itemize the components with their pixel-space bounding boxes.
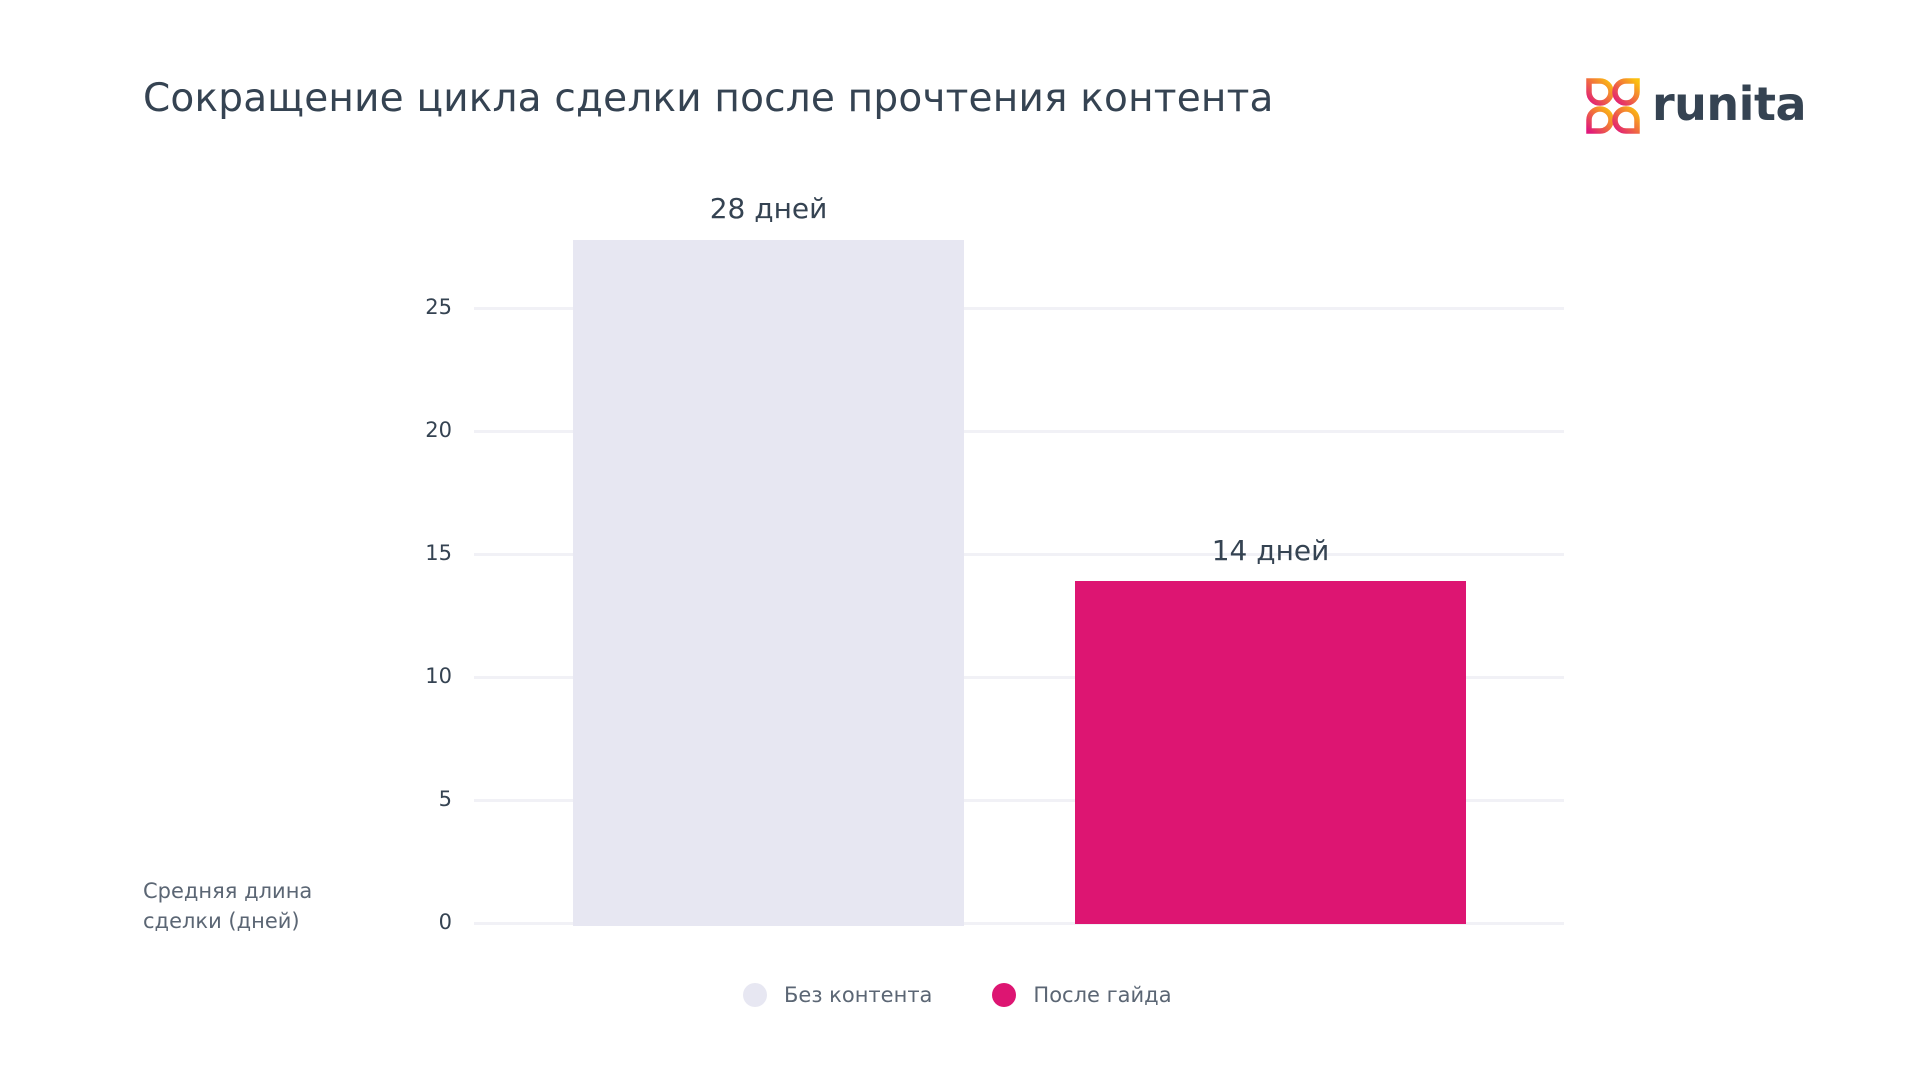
- legend-label: После гайда: [1033, 983, 1172, 1007]
- runita-logo: runita: [1586, 78, 1806, 134]
- gridline-0: [474, 922, 1564, 925]
- logo-wordmark: runita: [1652, 77, 1806, 131]
- bar-after-guide[interactable]: [1075, 581, 1466, 924]
- legend: Без контента После гайда: [743, 983, 1216, 1007]
- bar-without-content[interactable]: [573, 240, 964, 926]
- legend-label: Без контента: [784, 983, 933, 1007]
- y-tick-5: 5: [438, 787, 452, 811]
- y-tick-25: 25: [425, 295, 452, 319]
- gridline-25: [474, 307, 1564, 310]
- y-tick-10: 10: [425, 664, 452, 688]
- legend-item-after-guide[interactable]: После гайда: [992, 983, 1172, 1007]
- y-axis-title: Средняя длина сделки (дней): [143, 876, 312, 936]
- y-tick-20: 20: [425, 418, 452, 442]
- legend-item-without-content[interactable]: Без контента: [743, 983, 932, 1007]
- legend-dot-icon: [743, 983, 767, 1007]
- y-axis-title-line1: Средняя длина: [143, 879, 313, 903]
- y-tick-0: 0: [438, 910, 452, 934]
- y-axis-title-line2: сделки (дней): [143, 909, 300, 933]
- chart-title: Сокращение цикла сделки после прочтения …: [143, 76, 1274, 121]
- bar-label-after-guide: 14 дней: [1211, 534, 1330, 567]
- gridline-5: [474, 799, 1564, 802]
- gridline-20: [474, 430, 1564, 433]
- runita-logo-icon: [1586, 78, 1640, 134]
- legend-dot-icon: [992, 983, 1017, 1007]
- y-tick-15: 15: [425, 541, 452, 565]
- bar-label-without-content: 28 дней: [709, 192, 828, 225]
- gridline-15: [474, 553, 1564, 556]
- gridline-10: [474, 676, 1564, 679]
